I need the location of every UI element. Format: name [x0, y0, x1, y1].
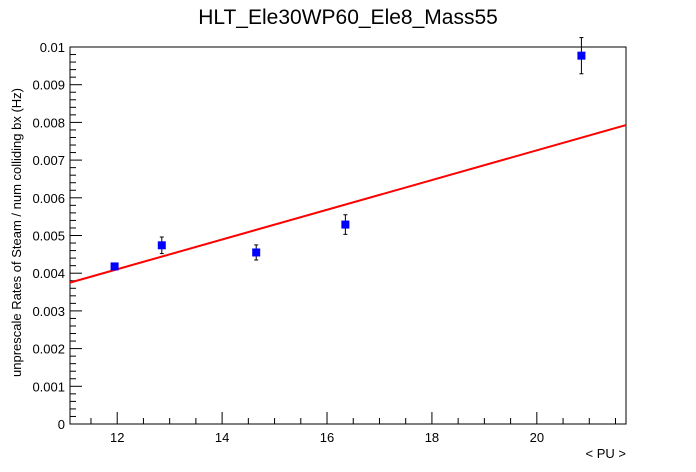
fit-line	[69, 124, 627, 284]
y-tick-label: 0.009	[32, 78, 65, 93]
data-point	[341, 220, 350, 229]
plot-axes	[69, 46, 627, 425]
y-tick-label: 0.005	[32, 229, 65, 244]
y-tick-label: 0.008	[32, 115, 65, 130]
y-tick-label: 0.01	[40, 40, 65, 55]
data-points	[110, 37, 586, 271]
data-point	[252, 248, 261, 257]
y-axis-label: unprescale Rates of Steam / num collidin…	[9, 88, 24, 377]
y-tick-label: 0.006	[32, 191, 65, 206]
chart-title: HLT_Ele30WP60_Ele8_Mass55	[198, 6, 498, 29]
fit-line-group	[69, 124, 627, 284]
x-axis-label: < PU >	[586, 446, 626, 461]
data-point	[157, 241, 166, 250]
y-tick-label: 0.004	[32, 266, 65, 281]
x-axis-ticks: 12 14 16 18 20	[90, 412, 617, 445]
x-tick-label: 18	[425, 430, 439, 445]
y-tick-label: 0.001	[32, 379, 65, 394]
plot-frame	[69, 46, 627, 425]
y-tick-label: 0.007	[32, 153, 65, 168]
x-tick-label: 12	[110, 430, 124, 445]
y-tick-label: 0	[58, 417, 65, 432]
x-tick-label: 14	[215, 430, 229, 445]
data-point	[110, 262, 119, 271]
data-point	[577, 51, 586, 60]
x-tick-label: 20	[530, 430, 544, 445]
y-tick-label: 0.002	[32, 342, 65, 357]
x-tick-label: 16	[320, 430, 334, 445]
y-tick-label: 0.003	[32, 304, 65, 319]
y-axis-ticks: 0 0.001 0.002 0.003 0.004 0.005 0.006 0.007 0.00…	[32, 40, 82, 432]
